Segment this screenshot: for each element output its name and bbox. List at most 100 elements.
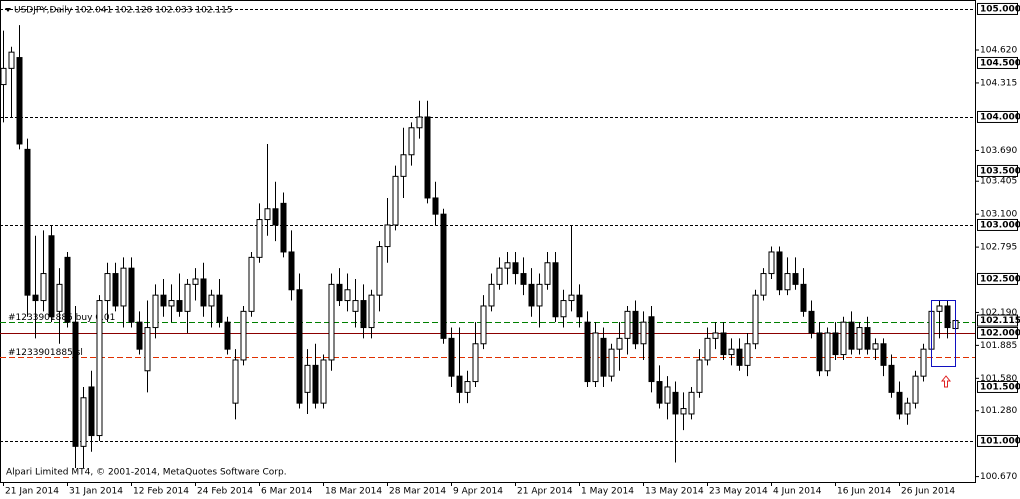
candle-body <box>920 348 927 377</box>
candle-body <box>776 251 783 291</box>
candle-body <box>360 300 367 329</box>
candle-body <box>232 359 239 404</box>
candle-body <box>600 337 607 377</box>
candle-body <box>424 116 431 199</box>
candle-body <box>400 154 407 177</box>
candle-body <box>584 321 591 383</box>
plot-frame <box>0 0 976 483</box>
candle-body <box>408 127 415 156</box>
order-label: #1233901885 sl <box>8 348 83 358</box>
y-tick-label: 104.620 <box>980 46 1017 56</box>
candle-body <box>224 321 231 350</box>
y-tick-box <box>977 326 1018 339</box>
candle-body <box>448 337 455 377</box>
candle-body <box>752 294 759 345</box>
candle-body <box>160 294 167 307</box>
candle-body <box>672 391 679 415</box>
candle-body <box>192 278 199 285</box>
x-tick-label: 31 Jan 2014 <box>69 487 123 497</box>
highlight-box <box>931 300 956 367</box>
candle-body <box>88 386 95 437</box>
x-tick-label: 18 Mar 2014 <box>325 487 382 497</box>
candle-body <box>656 381 663 404</box>
candle-body <box>712 332 719 339</box>
candle-body <box>848 321 855 350</box>
candle-body <box>312 364 319 404</box>
y-tick-label: 103.000 <box>980 220 1020 230</box>
candle-body <box>640 321 647 345</box>
y-tick-label: 101.500 <box>980 382 1020 392</box>
candle-body <box>488 283 495 307</box>
candle-body <box>896 391 903 415</box>
x-tick-label: 28 Mar 2014 <box>389 487 446 497</box>
candle-body <box>608 348 615 377</box>
candle-body <box>568 294 575 302</box>
y-tick-label: 101.885 <box>980 341 1017 351</box>
candle-body <box>808 310 815 334</box>
candle-body <box>480 305 487 345</box>
candle-body <box>120 267 127 307</box>
candle-body <box>296 289 303 404</box>
y-tick-label: 104.000 <box>980 112 1020 122</box>
candle-body <box>904 402 911 415</box>
candle-body <box>392 175 399 226</box>
y-tick-label: 101.280 <box>980 406 1017 416</box>
x-tick-label: 24 Feb 2014 <box>197 487 253 497</box>
candle-body <box>552 262 559 318</box>
candle-body <box>496 267 503 285</box>
footer: Alpari Limited MT4, © 2001-2014, MetaQuo… <box>6 468 287 478</box>
candle-body <box>872 343 879 350</box>
candle-body <box>632 310 639 345</box>
y-tick-label: 102.115 <box>980 316 1020 326</box>
candle-body <box>240 310 247 361</box>
y-tick-box <box>977 56 1018 69</box>
y-tick-box <box>977 314 1018 327</box>
candle-body <box>144 327 151 372</box>
y-tick-label: 101.000 <box>980 436 1020 446</box>
y-tick-label: 102.500 <box>980 274 1020 284</box>
x-tick-label: 21 Apr 2014 <box>517 487 573 497</box>
candle-body <box>80 397 87 447</box>
candle-body <box>152 294 159 329</box>
candle-body <box>56 283 63 312</box>
candle-body <box>176 300 183 312</box>
x-tick-label: 1 May 2014 <box>581 487 634 497</box>
candle-body <box>440 213 447 339</box>
candle-body <box>936 305 943 312</box>
candle-body <box>200 278 207 307</box>
candle-body <box>320 359 327 404</box>
x-tick-label: 4 Jun 2014 <box>773 487 822 497</box>
x-tick-label: 26 Jun 2014 <box>901 487 955 497</box>
candle-body <box>704 337 711 361</box>
collapse-icon <box>5 8 11 12</box>
candle-body <box>832 332 839 356</box>
candle-body <box>384 224 391 248</box>
candle-body <box>128 267 135 323</box>
candle-body <box>816 332 823 372</box>
candle-body <box>720 332 727 356</box>
candle-body <box>512 262 519 275</box>
candle-body <box>800 283 807 312</box>
order-label: #1233901885 buy 0.01 <box>8 313 115 323</box>
candle-body <box>696 359 703 393</box>
candle-body <box>328 283 335 361</box>
candle-body <box>48 235 55 318</box>
candle-body <box>824 332 831 372</box>
candle-body <box>264 208 271 221</box>
candle-body <box>464 381 471 393</box>
chart-title: USDJPY,Daily 102.041 102.128 102.033 102… <box>14 6 233 16</box>
candle-body <box>104 273 111 302</box>
candle-body <box>16 57 23 145</box>
y-tick-label: 104.500 <box>980 58 1020 68</box>
candle-body <box>208 294 215 307</box>
candle-body <box>0 67 7 86</box>
candle-body <box>544 262 551 285</box>
y-tick-label: 103.405 <box>980 177 1017 187</box>
candle-body <box>8 51 15 69</box>
candle-body <box>520 273 527 285</box>
candle-body <box>944 305 951 329</box>
x-tick-label: 23 May 2014 <box>709 487 768 497</box>
candle-body <box>472 343 479 383</box>
candle-body <box>592 332 599 383</box>
